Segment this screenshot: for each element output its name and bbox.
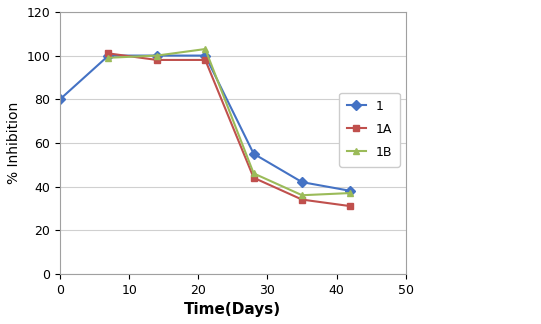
1 bbox=[105, 54, 112, 58]
1B bbox=[347, 191, 354, 195]
Line: 1B: 1B bbox=[105, 46, 354, 199]
Line: 1: 1 bbox=[57, 52, 354, 194]
Y-axis label: % Inhibition: % Inhibition bbox=[7, 102, 21, 184]
1A bbox=[202, 58, 208, 62]
1 bbox=[57, 97, 63, 101]
1B bbox=[299, 193, 305, 197]
1B bbox=[154, 54, 160, 58]
1 bbox=[202, 54, 208, 58]
1 bbox=[347, 189, 354, 193]
1 bbox=[299, 180, 305, 184]
Legend: 1, 1A, 1B: 1, 1A, 1B bbox=[339, 93, 399, 167]
1B bbox=[202, 47, 208, 51]
1A bbox=[154, 58, 160, 62]
1A bbox=[250, 176, 257, 180]
1B bbox=[105, 56, 112, 60]
Line: 1A: 1A bbox=[105, 50, 354, 210]
1A bbox=[105, 52, 112, 55]
1B bbox=[250, 171, 257, 175]
1A bbox=[299, 198, 305, 202]
1 bbox=[154, 54, 160, 58]
1 bbox=[250, 152, 257, 156]
1A bbox=[347, 204, 354, 208]
X-axis label: Time(Days): Time(Days) bbox=[184, 302, 281, 317]
